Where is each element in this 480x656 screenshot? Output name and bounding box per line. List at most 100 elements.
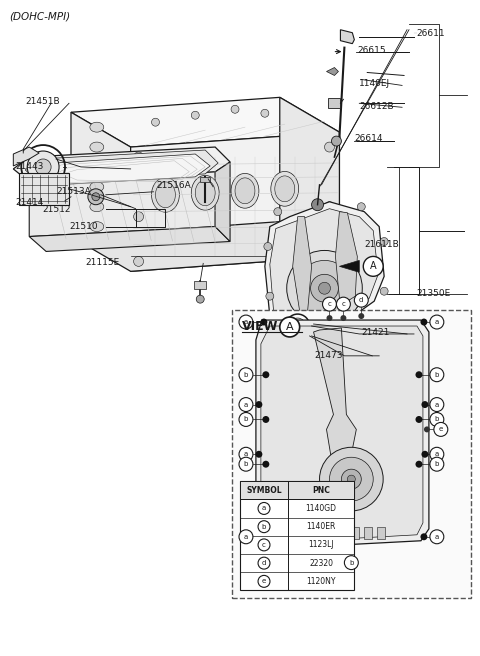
Text: PNC: PNC (312, 485, 330, 495)
Text: 21510: 21510 (70, 222, 98, 232)
Bar (194, 281, 206, 289)
Circle shape (323, 297, 336, 311)
Circle shape (357, 203, 365, 211)
Polygon shape (339, 260, 360, 272)
Circle shape (416, 461, 422, 468)
Text: a: a (244, 534, 248, 540)
Circle shape (319, 282, 330, 294)
Circle shape (348, 475, 355, 483)
Circle shape (416, 416, 422, 423)
Text: c: c (262, 542, 266, 548)
Circle shape (266, 292, 274, 300)
Ellipse shape (231, 173, 259, 208)
Text: a: a (435, 401, 439, 407)
Text: b: b (435, 417, 439, 422)
Circle shape (258, 539, 270, 551)
Ellipse shape (195, 180, 215, 206)
Circle shape (297, 260, 352, 316)
Text: 1140GD: 1140GD (306, 504, 336, 513)
Text: 21473: 21473 (314, 351, 342, 360)
Text: 21350E: 21350E (417, 289, 451, 298)
Text: a: a (435, 534, 439, 540)
Circle shape (344, 556, 358, 569)
Bar (240, 481, 354, 499)
Circle shape (324, 142, 335, 152)
Text: 21513A: 21513A (56, 186, 91, 195)
Circle shape (348, 543, 355, 550)
Circle shape (239, 398, 253, 411)
Text: A: A (286, 322, 294, 332)
Text: 1140ER: 1140ER (307, 522, 336, 531)
Circle shape (263, 371, 269, 379)
Text: e: e (439, 426, 443, 432)
Polygon shape (313, 328, 356, 464)
Text: a: a (244, 319, 248, 325)
Bar (298, 527, 306, 539)
Circle shape (340, 315, 347, 321)
Text: 26614: 26614 (355, 134, 383, 144)
Text: 21443: 21443 (16, 162, 44, 171)
Circle shape (311, 274, 338, 302)
Text: a: a (435, 319, 439, 325)
Circle shape (152, 118, 159, 126)
Bar (364, 527, 372, 539)
Circle shape (239, 413, 253, 426)
Circle shape (420, 319, 427, 325)
Circle shape (336, 297, 350, 311)
Text: a: a (435, 451, 439, 457)
Circle shape (255, 451, 263, 458)
Circle shape (263, 416, 269, 423)
Text: 21421: 21421 (362, 328, 390, 337)
Circle shape (231, 106, 239, 113)
Text: b: b (262, 523, 266, 529)
Ellipse shape (235, 178, 255, 204)
Circle shape (312, 199, 324, 211)
Circle shape (430, 315, 444, 329)
Circle shape (274, 208, 282, 216)
Text: c: c (341, 301, 345, 307)
Ellipse shape (275, 176, 295, 202)
Circle shape (329, 457, 373, 501)
Circle shape (326, 315, 333, 321)
Circle shape (35, 159, 51, 175)
Circle shape (288, 327, 296, 335)
Circle shape (260, 319, 267, 325)
Text: 26615: 26615 (357, 47, 385, 55)
Circle shape (258, 521, 270, 533)
Text: a: a (244, 451, 248, 457)
Circle shape (287, 251, 362, 326)
Circle shape (434, 422, 448, 436)
Text: 21516A: 21516A (156, 181, 191, 190)
Circle shape (239, 530, 253, 544)
Circle shape (421, 401, 429, 408)
Circle shape (255, 401, 263, 408)
Circle shape (88, 189, 104, 205)
Circle shape (424, 426, 430, 432)
Text: 26612B: 26612B (360, 102, 394, 111)
Circle shape (380, 287, 388, 295)
Text: d: d (359, 297, 363, 303)
Circle shape (264, 243, 272, 251)
Polygon shape (29, 172, 215, 237)
Circle shape (133, 256, 144, 266)
Circle shape (421, 451, 429, 458)
Polygon shape (71, 112, 131, 266)
Circle shape (239, 368, 253, 382)
Circle shape (430, 457, 444, 471)
Circle shape (370, 322, 378, 330)
Circle shape (27, 151, 59, 183)
Text: VIEW: VIEW (242, 320, 278, 333)
Polygon shape (13, 147, 230, 182)
Circle shape (324, 202, 335, 212)
Circle shape (354, 293, 368, 307)
Circle shape (280, 317, 300, 337)
Text: (DOHC-MPI): (DOHC-MPI) (9, 12, 71, 22)
Polygon shape (131, 132, 339, 272)
Polygon shape (215, 162, 230, 241)
Circle shape (430, 530, 444, 544)
Bar (377, 527, 385, 539)
Text: b: b (244, 417, 248, 422)
Circle shape (261, 110, 269, 117)
Text: 21451B: 21451B (25, 96, 60, 106)
Circle shape (416, 371, 422, 379)
